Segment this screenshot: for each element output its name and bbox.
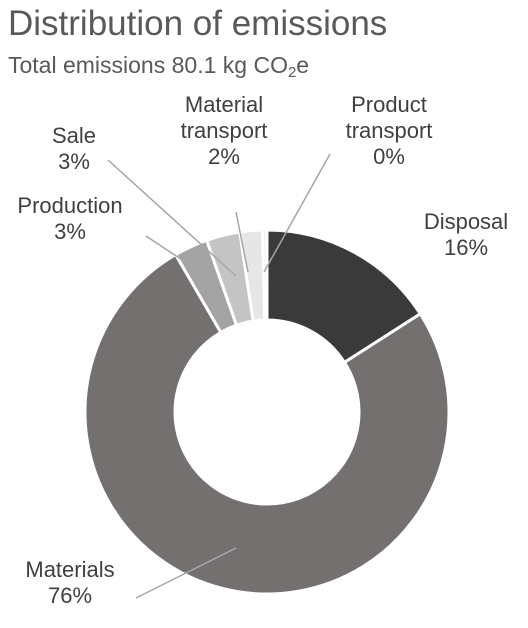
leader-line-production (145, 235, 215, 282)
leader-line-sale (107, 159, 237, 277)
chart-title: Distribution of emissions (8, 4, 388, 43)
data-label-disposal: Disposal 16% (424, 209, 508, 260)
donut-slices (83, 228, 451, 596)
data-label-product-transport: Product transport 0% (346, 92, 433, 169)
leader-line-material-transport (235, 211, 249, 273)
subtitle-suffix: e (296, 52, 310, 78)
slice-product-transport (260, 228, 269, 322)
leader-line-materials (135, 547, 237, 599)
leader-lines (107, 153, 331, 599)
data-label-materials: Materials 76% (25, 557, 114, 608)
leader-line-product-transport (263, 153, 331, 273)
subtitle-subscript: 2 (287, 64, 297, 81)
data-label-production: Production 3% (17, 193, 122, 244)
slice-disposal (265, 228, 423, 365)
slice-labels: Disposal 16% Materials 76% Production 3% Sale 3… (17, 92, 508, 608)
data-label-material-transport: Material transport 2% (181, 92, 268, 169)
subtitle-text: Total emissions 80.1 kg CO (8, 52, 288, 78)
slice-materials (83, 252, 451, 596)
data-label-sale: Sale 3% (52, 123, 96, 174)
chart-subtitle: Total emissions 80.1 kg CO2e (8, 52, 309, 81)
